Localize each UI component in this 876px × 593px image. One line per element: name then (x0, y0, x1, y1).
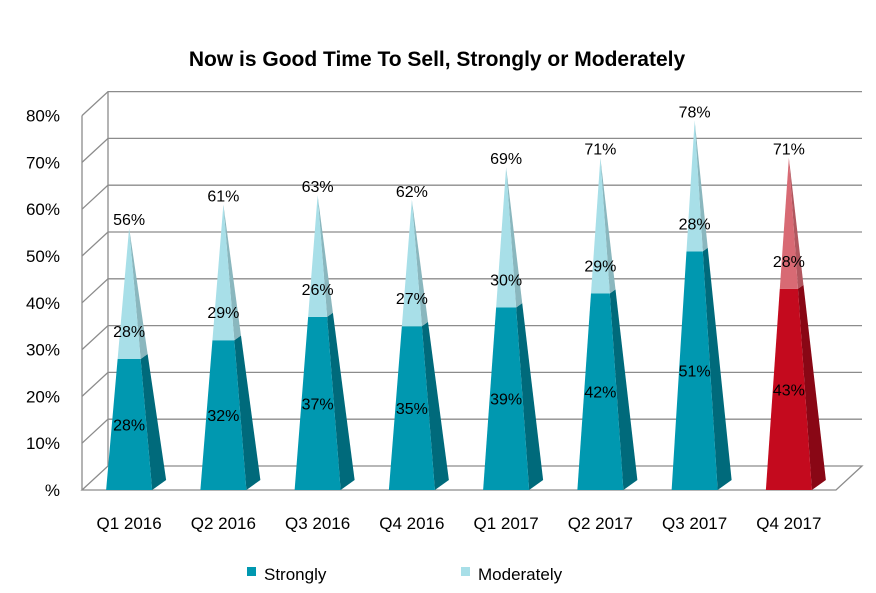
bar-moderately-side (317, 195, 333, 317)
y-tick-label: 10% (26, 434, 60, 453)
data-label-total: 78% (679, 104, 711, 121)
data-label-strongly: 43% (773, 382, 805, 399)
gridline (81, 278, 862, 304)
data-label-strongly: 42% (584, 385, 616, 402)
x-tick-label: Q4 2016 (379, 514, 444, 533)
legend-label-moderately: Moderately (478, 565, 563, 584)
data-label-moderately: 28% (679, 216, 711, 233)
data-label-total: 71% (584, 142, 616, 159)
bars (106, 120, 826, 490)
gridline (81, 184, 862, 210)
gridline (81, 418, 862, 444)
bar-moderately-side (788, 157, 804, 289)
y-axis-ticks: % 10% 20% 30% 40% 50% 60% 70% 80% (26, 107, 60, 500)
bar-moderately-side (129, 227, 148, 359)
data-label-moderately: 29% (584, 258, 616, 275)
x-axis-ticks: Q1 2016 Q2 2016 Q3 2016 Q4 2016 Q1 2017 Q2 20… (97, 514, 822, 533)
gridline (81, 371, 862, 397)
bar-moderately (212, 204, 235, 341)
y-tick-label: 60% (26, 200, 60, 219)
bar-moderately (686, 120, 703, 252)
legend-swatch-strongly (247, 567, 256, 576)
bar-strongly (765, 288, 812, 490)
bar-strongly (671, 251, 718, 490)
bar-strongly-side (797, 284, 826, 490)
data-label-strongly: 28% (113, 417, 145, 434)
gridlines (80, 90, 864, 491)
data-label-moderately: 28% (773, 254, 805, 271)
data-label-moderately: 26% (302, 282, 334, 299)
bar-strongly-side (140, 353, 167, 490)
data-label-moderately: 27% (396, 291, 428, 308)
x-tick-label: Q2 2016 (191, 514, 256, 533)
data-label-moderately: 29% (207, 305, 239, 322)
gridline (81, 137, 862, 163)
y-tick-label: 40% (26, 294, 60, 313)
x-tick-label: Q3 2016 (285, 514, 350, 533)
bar-strongly-side (702, 247, 732, 490)
bar-moderately (308, 195, 328, 317)
data-label-total: 56% (113, 212, 145, 229)
x-tick-label: Q2 2017 (568, 514, 633, 533)
bar-strongly (577, 293, 624, 490)
data-label-strongly: 32% (207, 408, 239, 425)
data-label-strongly: 35% (396, 401, 428, 418)
gridline (81, 324, 862, 351)
data-label-total: 62% (396, 184, 428, 201)
data-label-total: 63% (302, 179, 334, 196)
legend-swatch-moderately (461, 567, 470, 576)
x-tick-label: Q3 2017 (662, 514, 727, 533)
data-label-strongly: 39% (490, 392, 522, 409)
gridline (81, 90, 862, 117)
data-label-moderately: 30% (490, 272, 522, 289)
bar-moderately-side (694, 120, 708, 252)
x-tick-label: Q1 2016 (97, 514, 162, 533)
bar-moderately-side (506, 167, 523, 308)
bar-moderately-side (223, 204, 241, 341)
bar-moderately-side (600, 157, 616, 294)
y-tick-label: 20% (26, 387, 60, 406)
bar-moderately (401, 199, 422, 327)
data-label-moderately: 28% (113, 324, 145, 341)
gridline (80, 465, 864, 491)
x-tick-label: Q1 2017 (474, 514, 539, 533)
legend: Strongly Moderately (247, 565, 563, 584)
data-label-total: 61% (207, 189, 239, 206)
data-label-total: 71% (773, 142, 805, 159)
chart-title: Now is Good Time To Sell, Strongly or Mo… (189, 48, 686, 71)
y-tick-label: 70% (26, 153, 60, 172)
bar-moderately (779, 157, 798, 289)
bar-strongly-side (609, 289, 638, 490)
data-label-strongly: 51% (679, 364, 711, 381)
bar-moderately-side (411, 199, 428, 327)
legend-label-strongly: Strongly (264, 565, 327, 584)
y-tick-label: 30% (26, 341, 60, 360)
bar-moderately (590, 157, 610, 294)
bar-strongly (483, 307, 530, 490)
y-tick-label: 80% (26, 107, 60, 126)
bar-strongly-side (327, 312, 355, 490)
bar-strongly-side (234, 335, 261, 490)
y-tick-label: % (45, 481, 60, 500)
x-tick-label: Q4 2017 (756, 514, 821, 533)
data-labels: 28% 28% 56% 32% 29% 61% 37% 26% 63% 35% 27% 62% 39% 3… (113, 104, 805, 434)
data-label-strongly: 37% (302, 396, 334, 413)
bar-strongly (200, 340, 247, 490)
gridline (81, 231, 862, 257)
y-tick-label: 50% (26, 247, 60, 266)
bar-strongly (106, 358, 153, 490)
data-label-total: 69% (490, 151, 522, 168)
bar-moderately (496, 167, 517, 308)
bar-strongly (388, 326, 435, 490)
bar-strongly-side (421, 321, 449, 490)
bar-strongly-side (516, 303, 544, 490)
bar-strongly (294, 316, 341, 490)
bar-moderately (117, 227, 141, 359)
